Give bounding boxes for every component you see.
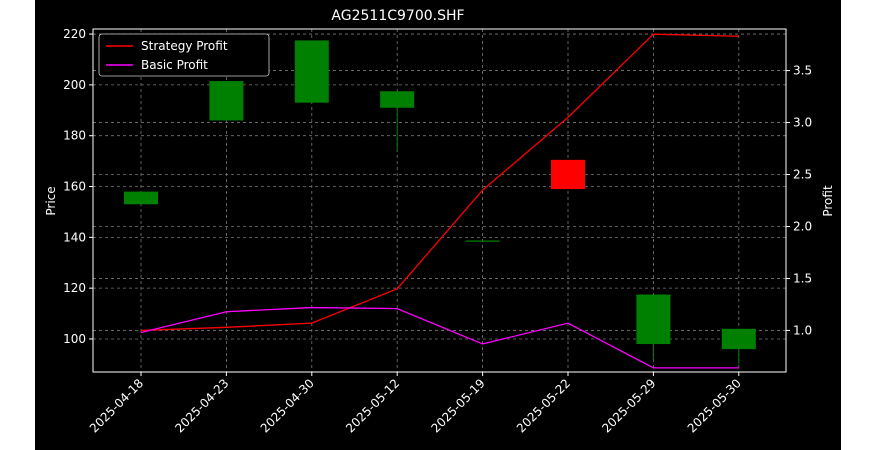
candle-body <box>380 91 415 108</box>
x-tick-label: 2025-05-19 <box>429 376 488 435</box>
x-tick-label: 2025-05-12 <box>343 376 402 435</box>
y2-tick-label: 3.0 <box>793 116 812 130</box>
x-ticks: 2025-04-18 2025-04-23 2025-04-30 2025-05-12… <box>87 372 744 435</box>
legend-label: Strategy Profit <box>141 39 228 53</box>
candle-body <box>551 159 585 190</box>
y-tick-label: 140 <box>63 230 86 244</box>
y2-tick-label: 1.5 <box>793 271 812 285</box>
candle-body <box>721 328 756 350</box>
profit-lines <box>140 33 739 369</box>
y-axis-label: Price <box>44 186 58 215</box>
candle-body <box>209 81 244 121</box>
grid <box>93 29 786 372</box>
y-tick-label: 160 <box>63 180 86 194</box>
y-tick-label: 120 <box>63 281 86 295</box>
candle-body <box>636 294 671 345</box>
x-tick-label: 2025-04-30 <box>258 376 317 435</box>
y2-ticks: 1.0 1.5 2.0 2.5 3.0 3.5 <box>786 64 812 337</box>
strategy-profit-line <box>140 33 739 332</box>
y-tick-label: 220 <box>63 27 86 41</box>
y2-axis-label: Profit <box>821 185 835 217</box>
legend-label: Basic Profit <box>141 58 208 72</box>
y-tick-label: 180 <box>63 129 86 143</box>
x-tick-label: 2025-05-22 <box>514 376 573 435</box>
plot-frame <box>92 28 787 373</box>
legend-box <box>98 33 270 77</box>
y-tick-label: 100 <box>63 332 86 346</box>
chart-title: AG2511C9700.SHF <box>331 8 464 24</box>
x-tick-label: 2025-05-29 <box>599 376 658 435</box>
candles <box>124 40 756 365</box>
x-tick-label: 2025-05-30 <box>685 376 744 435</box>
legend: Strategy Profit Basic Profit <box>98 33 270 77</box>
y2-tick-label: 2.0 <box>793 219 812 233</box>
candle-body <box>294 40 329 103</box>
basic-profit-line <box>140 306 739 369</box>
candle-body <box>124 191 158 205</box>
y2-tick-label: 2.5 <box>793 168 812 182</box>
y-ticks: 100 120 140 160 180 200 220 <box>63 27 93 346</box>
y2-tick-label: 3.5 <box>793 64 812 78</box>
x-tick-label: 2025-04-18 <box>87 376 146 435</box>
y2-tick-label: 1.0 <box>793 323 812 337</box>
x-tick-label: 2025-04-23 <box>172 376 231 435</box>
chart-svg: AG2511C9700.SHF Price Profit 100 120 140 16… <box>44 8 835 435</box>
y-tick-label: 200 <box>63 78 86 92</box>
chart-figure: AG2511C9700.SHF Price Profit 100 120 140 16… <box>35 0 841 450</box>
